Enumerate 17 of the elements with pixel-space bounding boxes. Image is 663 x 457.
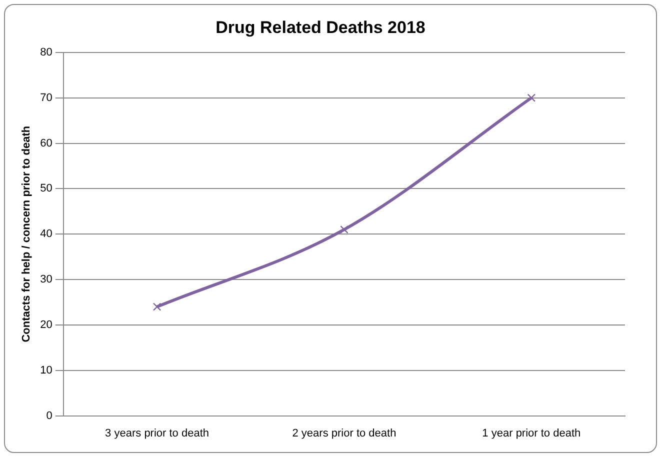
point [340, 225, 348, 234]
y-tick-label: 0 [46, 410, 52, 422]
x-tick-label: 1 year prior to death [482, 427, 581, 440]
y-tick-label: 40 [40, 228, 52, 240]
y-axis-title: Contacts for help / concern prior to death [20, 126, 33, 342]
y-tick-label: 10 [40, 364, 52, 376]
point [527, 94, 536, 102]
y-tick-label: 80 [40, 46, 52, 58]
y-tick-label: 70 [40, 92, 52, 104]
x-tick-label: 3 years prior to death [105, 427, 210, 440]
x-tick-label: 2 years prior to death [292, 427, 396, 440]
y-tick-label: 60 [40, 137, 52, 150]
y-tick-label: 20 [40, 318, 52, 331]
y-tick-label: 50 [40, 182, 52, 195]
point [152, 302, 162, 311]
y-tick-label: 30 [40, 274, 52, 286]
chart-title: Drug Related Deaths 2018 [216, 18, 426, 37]
